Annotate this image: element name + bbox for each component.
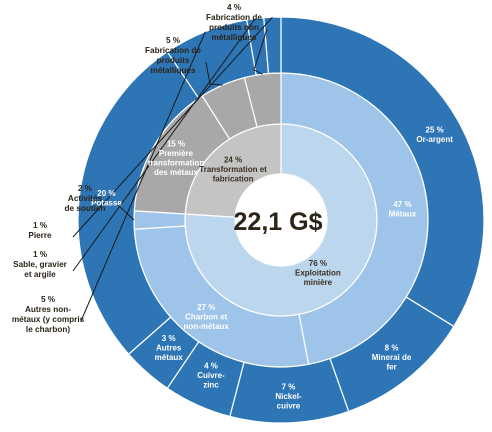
external-label-pierre: 1 % Pierre (28, 221, 52, 240)
outer-label-nickel-cuivre: 7 % Nickel-cuivre (275, 382, 302, 410)
leader-line-autres-non-metaux-y-compris-le-charbon (80, 31, 206, 322)
rings-group (77, 16, 485, 424)
external-label-fabrication-de-produits-non-metalliques: 4 % Fabrication de produits non métalliques (206, 3, 262, 42)
leader-line-fabrication-de-produits-non-metalliques (253, 28, 268, 75)
center-hole (235, 174, 327, 266)
leader-line-activites-de-soutien (117, 204, 135, 221)
labels-group: 76 % Exploitation minière 24 % Transformatio… (12, 3, 453, 410)
leader-lines (72, 16, 273, 322)
external-label-autres-non-metaux-y-compris-le-charbon: 5 % Autres non-métaux (y compris le charbo… (12, 295, 85, 334)
outer-label-potasse: 20 % Potasse (91, 189, 122, 208)
external-label-sable-gravier-et-argile: 1 % Sable, gravier et argile (13, 250, 68, 279)
middle-label-charbon-et-non-metaux: 27 % Charbon et non-métaux (184, 303, 230, 331)
outer-label-or-argent: 25 % Or-argent (416, 125, 453, 144)
outer-slice-potasse (77, 50, 200, 355)
external-label-activites-de-soutien: 2 % Activités de soutien (65, 184, 106, 213)
inner-label-transformation-et-fabrication: 24 % Transformation et fabrication (199, 155, 267, 183)
middle-label-premiere-transformation-des-metaux: 15 % Première transformation des métaux (148, 140, 205, 178)
leader-line-pierre (72, 16, 273, 238)
middle-label-metaux: 47 % Métaux (389, 200, 417, 219)
outer-label-autres-metaux: 3 % Autres métaux (155, 334, 184, 362)
external-label-fabrication-de-produits-metalliques: 5 % Fabrication de produits métalliques (145, 36, 201, 75)
leader-line-sable-gravier-et-argile (72, 18, 256, 272)
outer-slice-or-argent (280, 16, 485, 328)
leader-line-fabrication-de-produits-metalliques (205, 61, 223, 86)
center-total-label: 22,1 G$ (234, 208, 323, 236)
inner-label-exploitation-miniere: 76 % Exploitation minière (295, 259, 341, 287)
outer-slice-pierre (263, 16, 282, 75)
outer-label-minerai-de-fer: 8 % Minerai de fer (372, 343, 412, 371)
outer-label-cuivre-zinc: 4 % Cuivre-zinc (197, 361, 225, 389)
